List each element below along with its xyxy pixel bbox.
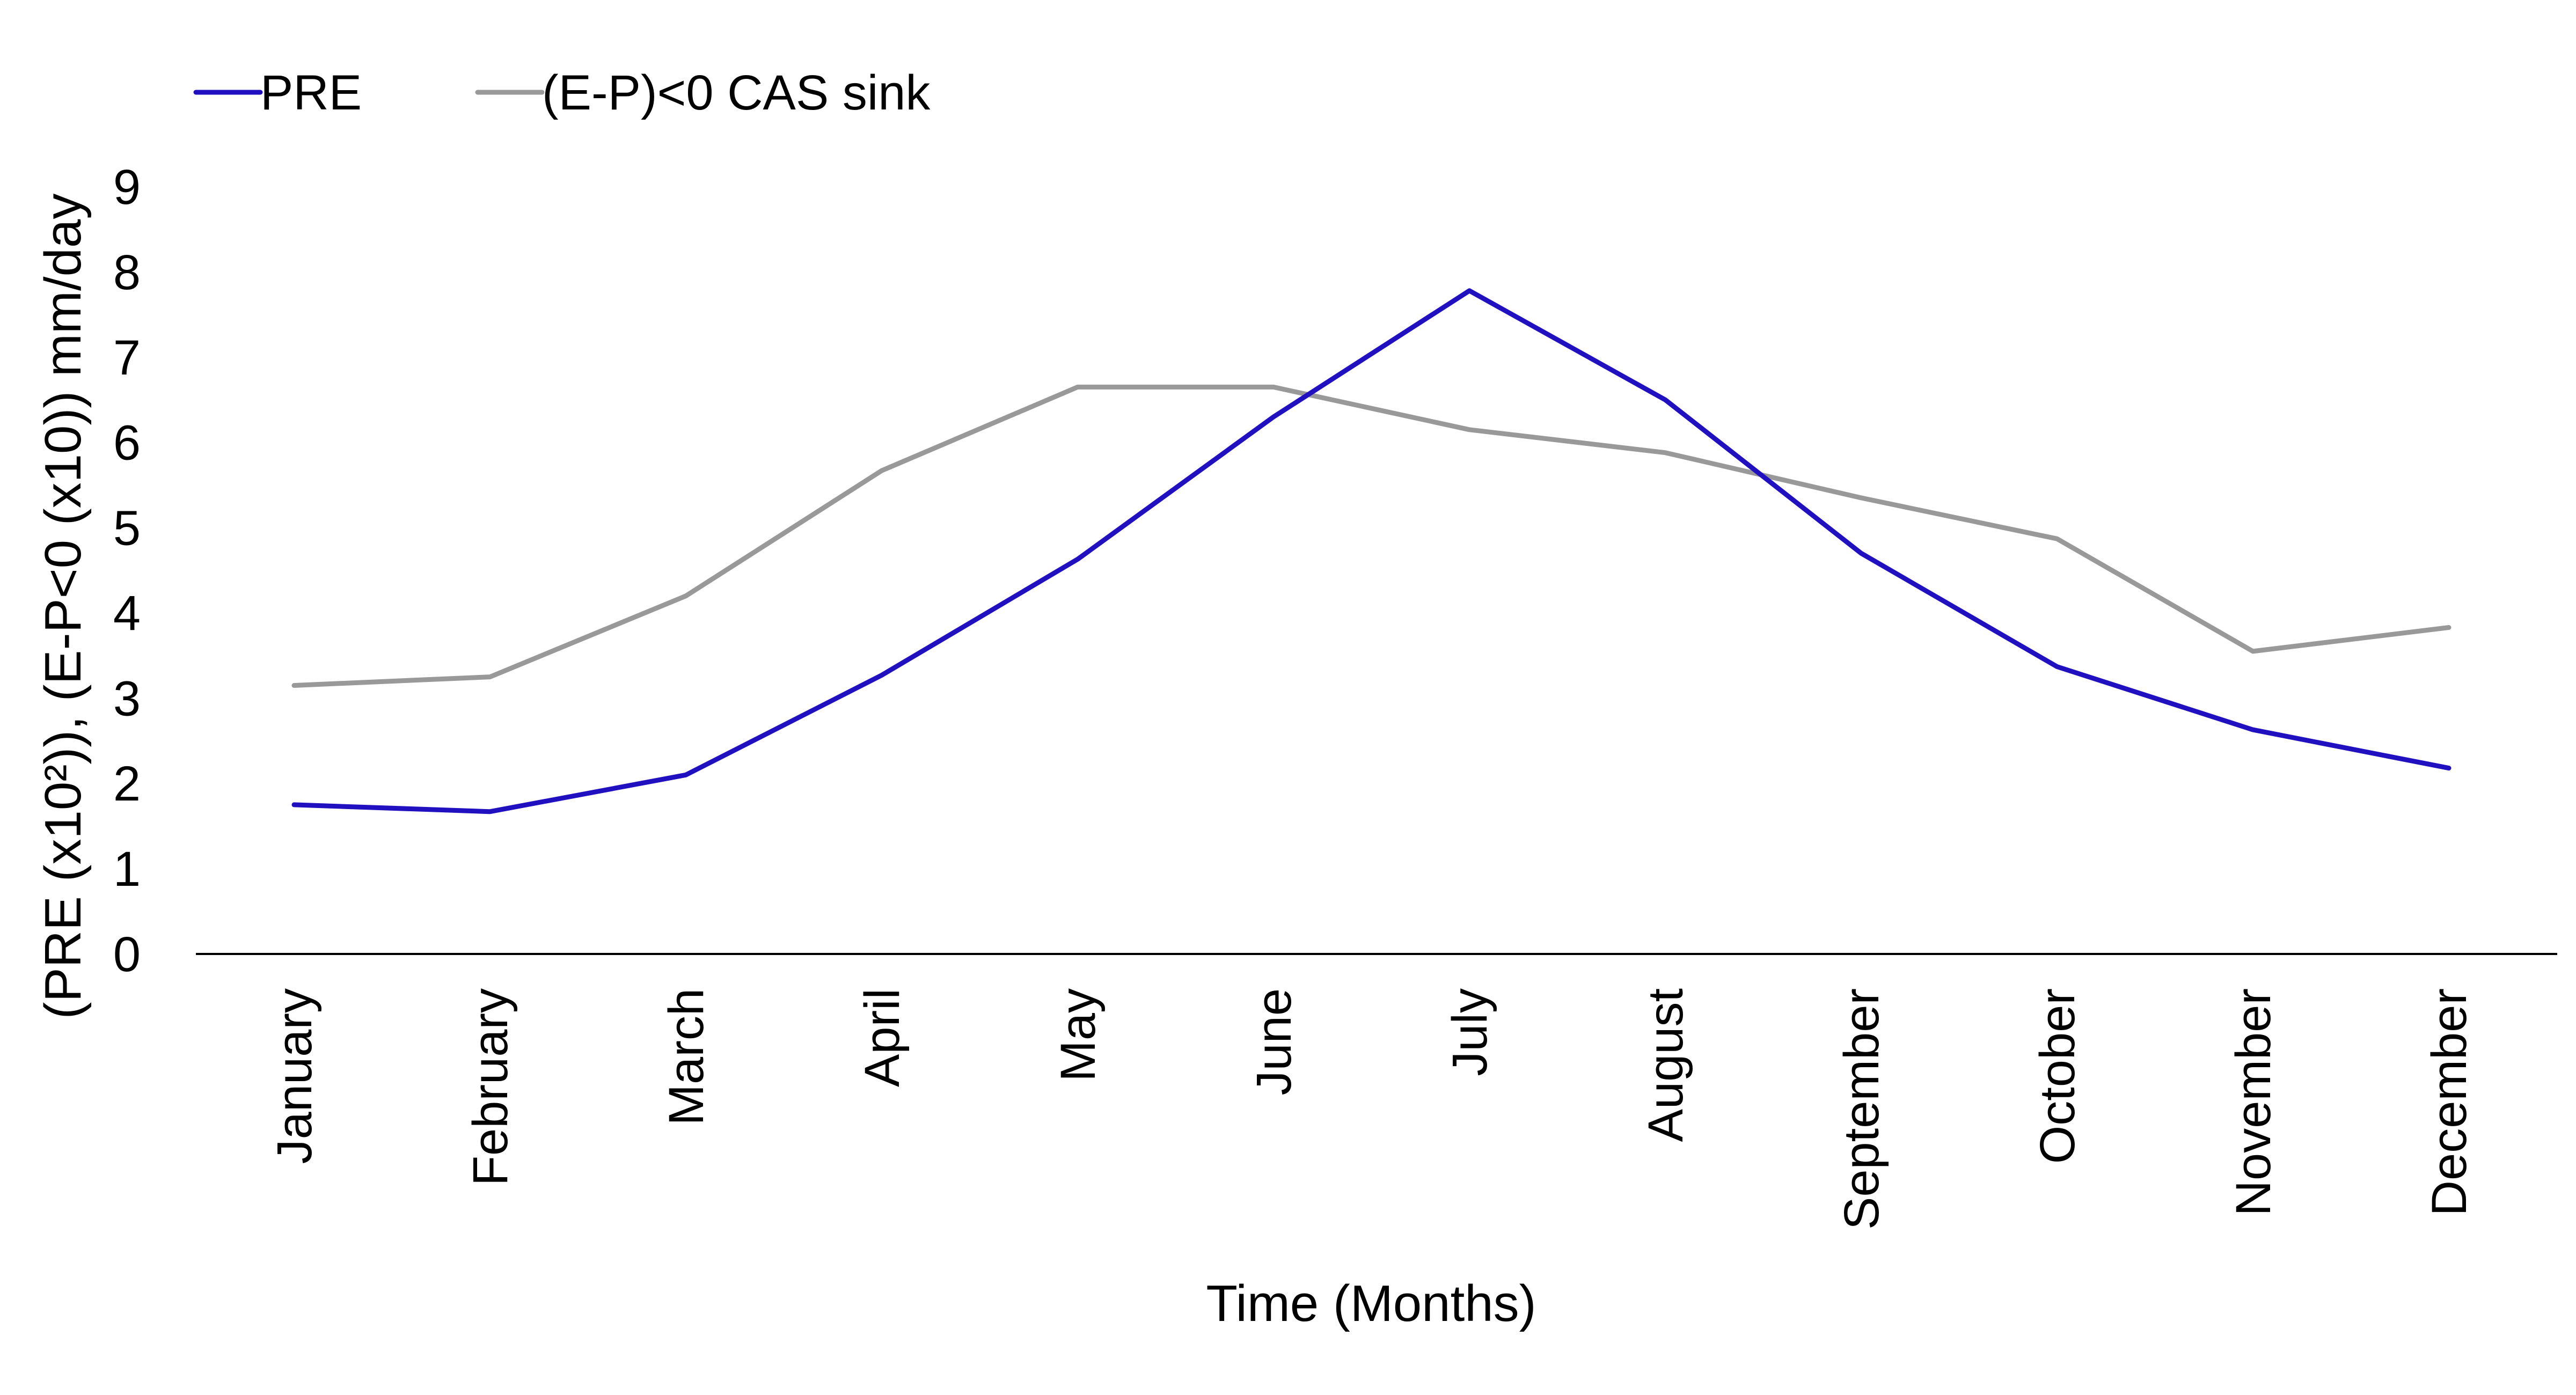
x-tick-label: June [1247, 988, 1301, 1096]
x-tick-label: September [1834, 988, 1889, 1230]
y-tick-label: 2 [113, 757, 141, 811]
x-axis-title: Time (Months) [1206, 1275, 1536, 1332]
x-axis-ticks: January February March April May June July Augu… [267, 988, 2477, 1230]
legend-label: (E-P)<0 CAS sink [542, 65, 931, 120]
series-line-ep-cas-sink [291, 384, 2451, 688]
y-tick-label: 5 [113, 501, 141, 556]
y-axis-title: (PRE (x10²)), (E-P<0 (x10)) mm/day [34, 194, 92, 1019]
x-tick-label: January [267, 988, 322, 1164]
y-tick-label: 0 [113, 927, 141, 982]
x-tick-label: July [1443, 988, 1497, 1076]
x-tick-label: February [463, 988, 518, 1186]
y-axis-ticks: 0 1 2 3 4 5 6 7 8 9 [113, 160, 141, 982]
y-tick-label: 7 [113, 331, 141, 385]
x-tick-label: August [1638, 988, 1693, 1142]
y-tick-label: 3 [113, 671, 141, 726]
y-tick-label: 1 [113, 842, 141, 897]
y-tick-label: 4 [113, 586, 141, 641]
series-group [291, 288, 2451, 814]
x-tick-label: December [2422, 988, 2477, 1216]
legend-label: PRE [260, 65, 362, 120]
y-tick-label: 6 [113, 416, 141, 471]
x-tick-label: November [2226, 988, 2281, 1216]
x-tick-label: March [659, 988, 714, 1126]
x-tick-label: October [2030, 988, 2085, 1164]
y-tick-label: 9 [113, 160, 141, 215]
x-tick-label: May [1051, 988, 1106, 1082]
x-tick-label: April [855, 988, 910, 1087]
legend: PRE (E-P)<0 CAS sink [193, 65, 931, 120]
series-line-pre [291, 288, 2451, 814]
y-tick-label: 8 [113, 245, 141, 300]
